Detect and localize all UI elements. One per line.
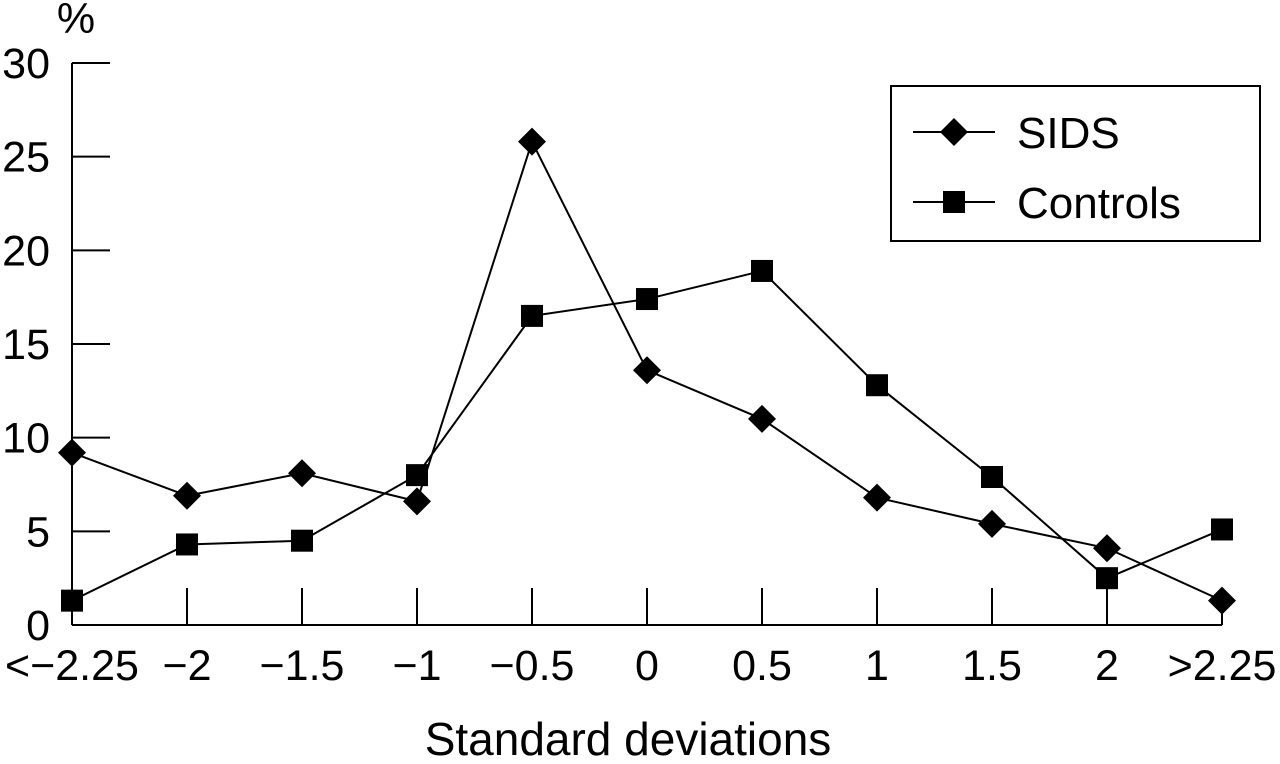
series-sids bbox=[58, 127, 1236, 615]
data-point-controls bbox=[406, 464, 428, 487]
y-tick-label: 30 bbox=[2, 40, 50, 88]
data-point-sids bbox=[288, 459, 316, 488]
x-tick-label: <−2.25 bbox=[5, 642, 139, 690]
data-point-sids bbox=[518, 127, 546, 156]
x-tick-label: −2 bbox=[162, 642, 211, 690]
y-tick-label: 5 bbox=[26, 508, 50, 556]
legend: SIDS Controls bbox=[890, 85, 1261, 242]
legend-label-sids: SIDS bbox=[1017, 109, 1120, 158]
y-axis-unit-label: % bbox=[57, 0, 95, 43]
legend-item-controls: Controls bbox=[913, 179, 1181, 228]
data-point-controls bbox=[636, 288, 658, 311]
x-tick-label: 1.5 bbox=[962, 642, 1022, 690]
data-point-sids bbox=[173, 481, 201, 510]
x-tick-label: >2.25 bbox=[1168, 642, 1277, 690]
x-ticks: <−2.25 −2 −1.5 −1 −0.5 0 0.5 1 1.5 2 >2.25 bbox=[5, 588, 1276, 690]
data-point-sids bbox=[1093, 534, 1121, 563]
data-point-controls bbox=[1096, 567, 1118, 590]
series bbox=[58, 127, 1236, 615]
data-point-sids bbox=[633, 356, 661, 385]
data-point-sids bbox=[978, 509, 1006, 538]
data-point-sids bbox=[1208, 586, 1236, 615]
y-ticks: 0 5 10 15 20 25 30 bbox=[2, 40, 110, 650]
data-point-sids bbox=[58, 438, 86, 467]
y-tick-label: 20 bbox=[2, 227, 50, 275]
x-tick-label: −1 bbox=[392, 642, 441, 690]
y-tick-label: 25 bbox=[2, 134, 50, 182]
data-point-controls bbox=[61, 589, 83, 612]
series-controls bbox=[61, 259, 1233, 612]
x-tick-label: 0 bbox=[635, 642, 659, 690]
x-axis-title: Standard deviations bbox=[425, 713, 832, 759]
x-tick-label: 2 bbox=[1095, 642, 1119, 690]
legend-marker-controls bbox=[943, 191, 965, 213]
legend-item-sids: SIDS bbox=[913, 109, 1120, 158]
data-point-controls bbox=[981, 466, 1003, 489]
data-point-controls bbox=[1211, 518, 1233, 541]
data-point-controls bbox=[291, 529, 313, 552]
x-tick-label: 0.5 bbox=[732, 642, 792, 690]
x-tick-label: 1 bbox=[865, 642, 889, 690]
legend-marker-sids bbox=[940, 118, 968, 146]
x-tick-label: −0.5 bbox=[490, 642, 575, 690]
data-point-sids bbox=[863, 483, 891, 512]
y-tick-label: 10 bbox=[2, 415, 50, 463]
data-point-controls bbox=[521, 304, 543, 327]
y-tick-label: 15 bbox=[2, 321, 50, 369]
series-line-controls bbox=[71, 269, 1223, 602]
data-point-controls bbox=[866, 374, 888, 397]
y-tick-label: 0 bbox=[26, 602, 50, 650]
data-point-sids bbox=[748, 404, 776, 433]
x-tick-label: −1.5 bbox=[260, 642, 345, 690]
data-point-controls bbox=[751, 259, 773, 282]
legend-box bbox=[890, 85, 1261, 242]
data-point-sids bbox=[403, 487, 431, 516]
data-point-controls bbox=[176, 533, 198, 556]
legend-label-controls: Controls bbox=[1017, 179, 1181, 228]
